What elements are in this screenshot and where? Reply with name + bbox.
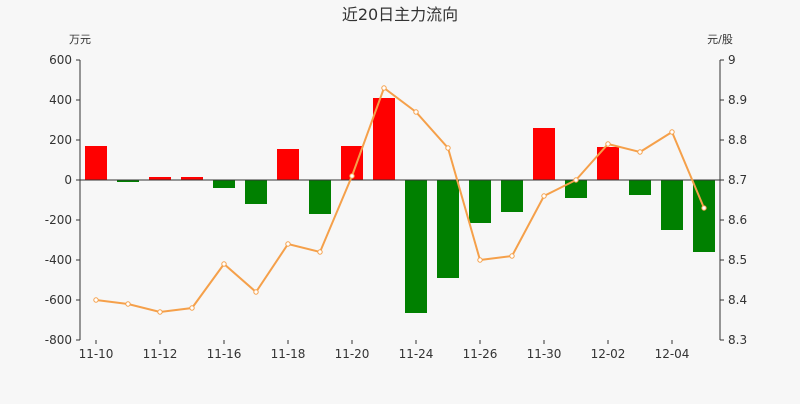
flow-bar bbox=[533, 128, 555, 180]
chart-title: 近20日主力流向 bbox=[342, 5, 458, 24]
right-tick-label: 9 bbox=[728, 53, 736, 67]
flow-bar bbox=[213, 180, 235, 188]
price-point bbox=[381, 85, 387, 91]
price-point bbox=[93, 297, 99, 303]
right-tick-label: 8.8 bbox=[728, 133, 747, 147]
axes: 600 400 200 0 -200 -400 -600 -800 9 8.9 8.8 8.7 8.6 8… bbox=[45, 53, 747, 361]
price-point bbox=[669, 129, 675, 135]
flow-bar bbox=[565, 180, 587, 198]
x-tick-label: 11-16 bbox=[207, 347, 242, 361]
left-tick-label: 200 bbox=[49, 133, 72, 147]
flow-bar bbox=[693, 180, 715, 252]
price-point bbox=[317, 249, 323, 255]
right-tick-label: 8.4 bbox=[728, 293, 747, 307]
flow-bar bbox=[629, 180, 651, 195]
flow-bar bbox=[277, 149, 299, 180]
price-point bbox=[413, 109, 419, 115]
price-point bbox=[637, 149, 643, 155]
price-point bbox=[125, 301, 131, 307]
right-tick-label: 8.6 bbox=[728, 213, 747, 227]
price-point bbox=[285, 241, 291, 247]
x-tick-label: 12-04 bbox=[655, 347, 690, 361]
flow-bar bbox=[309, 180, 331, 214]
flow-bar bbox=[245, 180, 267, 204]
x-tick-label: 12-02 bbox=[591, 347, 626, 361]
price-point bbox=[189, 305, 195, 311]
x-tick-label: 11-10 bbox=[79, 347, 114, 361]
price-line bbox=[93, 85, 707, 315]
x-tick-label: 11-30 bbox=[527, 347, 562, 361]
flow-bars bbox=[85, 98, 715, 313]
right-tick-label: 8.7 bbox=[728, 173, 747, 187]
price-line-path bbox=[95, 86, 705, 314]
x-tick-label: 11-20 bbox=[335, 347, 370, 361]
price-point bbox=[605, 141, 611, 147]
x-tick-label: 11-18 bbox=[271, 347, 306, 361]
flow-bar bbox=[501, 180, 523, 212]
right-tick-label: 8.9 bbox=[728, 93, 747, 107]
left-tick-label: 600 bbox=[49, 53, 72, 67]
price-point bbox=[445, 145, 451, 151]
flow-bar bbox=[437, 180, 459, 278]
flow-bar bbox=[469, 180, 491, 223]
flow-bar bbox=[181, 177, 203, 180]
left-tick-label: -800 bbox=[45, 333, 72, 347]
left-tick-label: -200 bbox=[45, 213, 72, 227]
left-tick-label: -600 bbox=[45, 293, 72, 307]
flow-bar bbox=[85, 146, 107, 180]
flow-bar bbox=[117, 180, 139, 182]
left-tick-label: 0 bbox=[64, 173, 72, 187]
flow-bar bbox=[661, 180, 683, 230]
price-point bbox=[701, 205, 707, 211]
price-point bbox=[509, 253, 515, 259]
flow-bar bbox=[341, 146, 363, 180]
left-tick-label: 400 bbox=[49, 93, 72, 107]
x-tick-label: 11-26 bbox=[463, 347, 498, 361]
flow-bar bbox=[405, 180, 427, 313]
left-tick-label: -400 bbox=[45, 253, 72, 267]
x-tick-label: 11-24 bbox=[399, 347, 434, 361]
left-axis-unit: 万元 bbox=[69, 33, 91, 46]
right-tick-label: 8.5 bbox=[728, 253, 747, 267]
price-point bbox=[477, 257, 483, 263]
right-tick-label: 8.3 bbox=[728, 333, 747, 347]
price-point bbox=[221, 261, 227, 267]
price-point bbox=[541, 193, 547, 199]
flow-bar bbox=[149, 177, 171, 180]
flow-bar bbox=[373, 98, 395, 180]
flow-bar bbox=[597, 147, 619, 180]
x-tick-label: 11-12 bbox=[143, 347, 178, 361]
price-point bbox=[573, 177, 579, 183]
right-axis-unit: 元/股 bbox=[707, 33, 733, 46]
price-point bbox=[157, 309, 163, 315]
price-point bbox=[349, 173, 355, 179]
price-point bbox=[253, 289, 259, 295]
